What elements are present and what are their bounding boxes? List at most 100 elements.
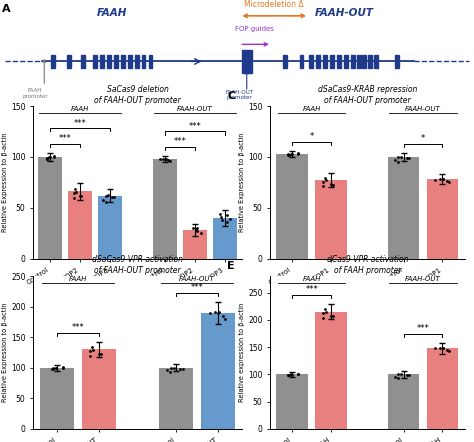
Point: [43, 155, 51, 162]
Point: [294, 150, 302, 157]
Point: [90, 346, 97, 353]
Text: FAAH
promoter: FAAH promoter: [22, 88, 48, 99]
Bar: [135, 55, 138, 68]
Point: [284, 371, 292, 378]
Text: ***: ***: [417, 324, 429, 333]
Bar: [114, 55, 118, 68]
Point: [394, 374, 402, 381]
Point: [176, 365, 184, 372]
Point: [436, 175, 444, 183]
Point: [48, 366, 56, 373]
Point: [59, 364, 66, 371]
Point: [397, 153, 405, 160]
Point: [294, 371, 302, 378]
Bar: [201, 313, 235, 429]
Point: [443, 177, 450, 184]
Point: [391, 156, 399, 163]
Bar: [344, 55, 347, 68]
Point: [162, 155, 170, 162]
Point: [190, 225, 197, 232]
Bar: [276, 154, 308, 259]
Point: [394, 158, 402, 165]
Point: [214, 309, 222, 316]
Point: [328, 312, 335, 320]
Point: [167, 364, 174, 371]
Point: [436, 344, 444, 351]
Point: [102, 192, 109, 199]
Bar: [100, 55, 104, 68]
Point: [207, 310, 214, 317]
Text: C: C: [228, 91, 236, 101]
Point: [51, 153, 58, 160]
Point: [406, 154, 413, 161]
Bar: [395, 55, 399, 68]
Point: [76, 193, 84, 200]
Point: [110, 193, 118, 200]
Point: [170, 364, 178, 371]
Bar: [337, 55, 341, 68]
Point: [193, 227, 201, 234]
Point: [78, 193, 85, 200]
Point: [46, 154, 54, 161]
Bar: [183, 230, 207, 259]
Text: FAAH: FAAH: [71, 106, 89, 112]
Title: dSaCas9-KRAB repression
of FAAH-OUT promoter: dSaCas9-KRAB repression of FAAH-OUT prom…: [318, 84, 417, 105]
Point: [319, 178, 327, 185]
Point: [70, 195, 77, 202]
Point: [329, 181, 337, 188]
Text: FAAH-OUT: FAAH-OUT: [405, 276, 441, 282]
Bar: [82, 55, 85, 68]
Point: [159, 155, 167, 162]
Text: FAAH-OUT
promoter: FAAH-OUT promoter: [225, 90, 253, 100]
Y-axis label: Relative Expression to β-actin: Relative Expression to β-actin: [2, 133, 8, 232]
Bar: [300, 55, 303, 68]
Point: [431, 345, 439, 352]
Point: [163, 367, 171, 374]
Bar: [283, 55, 287, 68]
Bar: [427, 348, 458, 429]
Point: [52, 364, 60, 371]
Point: [285, 152, 292, 159]
Bar: [68, 191, 92, 259]
Point: [322, 177, 330, 184]
Point: [329, 313, 337, 320]
Text: FAAH: FAAH: [302, 106, 321, 112]
Bar: [38, 157, 62, 259]
Bar: [67, 55, 71, 68]
Point: [394, 371, 402, 378]
Text: FAAH: FAAH: [302, 276, 321, 282]
Point: [70, 190, 78, 197]
Text: ***: ***: [189, 122, 201, 131]
Point: [288, 371, 295, 378]
Bar: [316, 55, 319, 68]
Point: [403, 372, 410, 379]
Title: dCas9-VPR activation
of FAAH promoter: dCas9-VPR activation of FAAH promoter: [327, 255, 408, 275]
Point: [46, 153, 53, 160]
Bar: [98, 195, 122, 259]
Bar: [149, 55, 153, 68]
Point: [294, 150, 301, 157]
Point: [443, 346, 450, 353]
Point: [49, 366, 57, 373]
Y-axis label: Relative expression to β-actin: Relative expression to β-actin: [239, 303, 245, 402]
Bar: [153, 159, 177, 259]
Text: FAAH-OUT: FAAH-OUT: [179, 276, 215, 282]
Text: *: *: [310, 132, 314, 141]
Point: [192, 226, 200, 233]
Point: [211, 309, 219, 316]
Point: [59, 364, 67, 371]
Point: [104, 192, 112, 199]
Title: SaCas9 deletion
of FAAH-OUT promoter: SaCas9 deletion of FAAH-OUT promoter: [94, 84, 181, 105]
Text: A: A: [2, 4, 11, 15]
Bar: [315, 312, 347, 429]
Point: [284, 151, 292, 158]
Text: FAAH-OUT: FAAH-OUT: [405, 106, 441, 112]
Point: [72, 185, 79, 192]
Point: [223, 211, 231, 218]
Point: [288, 150, 295, 157]
Text: ***: ***: [173, 137, 186, 146]
Text: *: *: [421, 134, 425, 143]
Bar: [388, 157, 419, 259]
Point: [226, 215, 234, 222]
Point: [397, 370, 405, 377]
